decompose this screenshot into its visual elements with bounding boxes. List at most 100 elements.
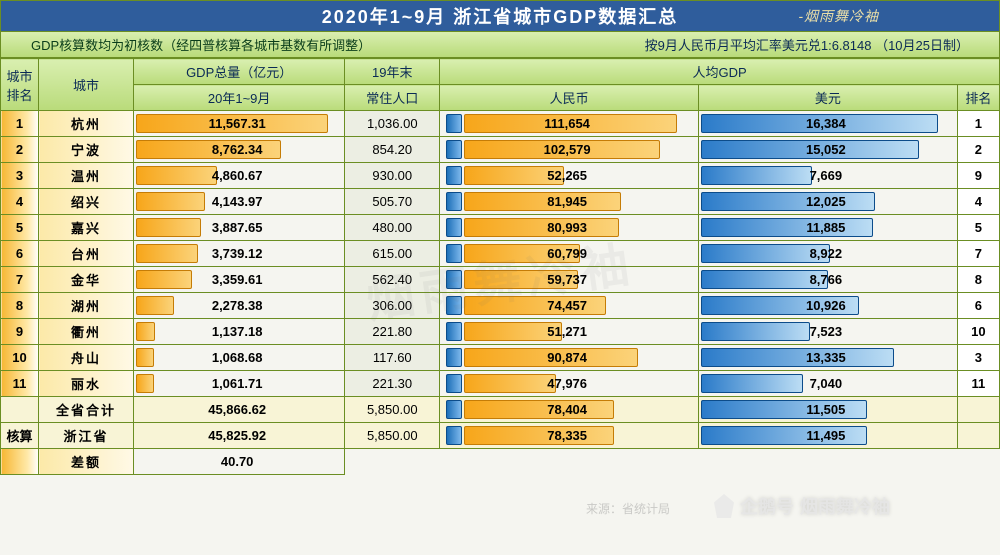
hdr-usd: 美元: [699, 85, 958, 111]
rmb-cell: 59,737: [440, 267, 699, 293]
pop-cell: 221.30: [345, 371, 440, 397]
hdr-pop-group: 19年末: [345, 59, 440, 85]
city-cell: 全省合计: [39, 397, 134, 423]
pcrank-cell: 5: [957, 215, 999, 241]
rmb-cell: 80,993: [440, 215, 699, 241]
rank-cell: 3: [1, 163, 39, 189]
city-cell: 衢州: [39, 319, 134, 345]
rmb-cell: 74,457: [440, 293, 699, 319]
pop-cell: 854.20: [345, 137, 440, 163]
table-row: 6台州3,739.12615.0060,7998,9227: [1, 241, 1000, 267]
penguin-icon: [714, 494, 734, 518]
report-container: 2020年1~9月 浙江省城市GDP数据汇总 -烟雨舞冷袖 GDP核算数均为初核…: [0, 0, 1000, 555]
city-cell: 湖州: [39, 293, 134, 319]
hdr-city: 城市: [39, 59, 134, 111]
usd-cell: 11,505: [699, 397, 958, 423]
source-note: 来源：省统计局: [586, 500, 670, 517]
gdp-cell: 2,278.38: [134, 293, 345, 319]
sub-left-note: GDP核算数均为初核数（经四普核算各城市基数有所调整）: [1, 35, 371, 54]
table-row: 9衢州1,137.18221.8051,2717,52310: [1, 319, 1000, 345]
pop-cell: 117.60: [345, 345, 440, 371]
usd-cell: 15,052: [699, 137, 958, 163]
rank-cell: [1, 397, 39, 423]
gdp-cell: 4,143.97: [134, 189, 345, 215]
pcrank-cell: 9: [957, 163, 999, 189]
usd-cell: 7,669: [699, 163, 958, 189]
rank-cell: 7: [1, 267, 39, 293]
city-cell: 宁波: [39, 137, 134, 163]
pop-cell: 5,850.00: [345, 423, 440, 449]
table-row: 8湖州2,278.38306.0074,45710,9266: [1, 293, 1000, 319]
rmb-cell: 78,404: [440, 397, 699, 423]
rmb-cell: 51,271: [440, 319, 699, 345]
gdp-cell: 3,887.65: [134, 215, 345, 241]
usd-cell: 11,885: [699, 215, 958, 241]
rank-cell: 10: [1, 345, 39, 371]
watermark-bottom-b: 烟雨舞冷袖: [800, 493, 890, 519]
pcrank-cell: 8: [957, 267, 999, 293]
gdp-cell: 45,825.92: [134, 423, 345, 449]
pop-cell: 5,850.00: [345, 397, 440, 423]
hdr-rank: 城市排名: [1, 59, 39, 111]
pop-cell: 480.00: [345, 215, 440, 241]
rmb-cell: 47,976: [440, 371, 699, 397]
rank-cell: 2: [1, 137, 39, 163]
table-row: 1杭州11,567.311,036.00111,65416,3841: [1, 111, 1000, 137]
rank-cell: 11: [1, 371, 39, 397]
hdr-gdp-col: 20年1~9月: [134, 85, 345, 111]
pcrank-cell: 10: [957, 319, 999, 345]
table-row: 4绍兴4,143.97505.7081,94512,0254: [1, 189, 1000, 215]
pcrank-cell: [957, 397, 999, 423]
hdr-gdp-group: GDP总量（亿元）: [134, 59, 345, 85]
pop-cell: 930.00: [345, 163, 440, 189]
gdp-cell: 8,762.34: [134, 137, 345, 163]
table-row: 3温州4,860.67930.0052,2657,6699: [1, 163, 1000, 189]
watermark-bottom-a: 企鹅号: [740, 493, 794, 519]
rmb-cell: 52,265: [440, 163, 699, 189]
table-head: 城市排名 城市 GDP总量（亿元） 19年末 人均GDP 20年1~9月 常住人…: [1, 59, 1000, 111]
table-row: 10舟山1,068.68117.6090,87413,3353: [1, 345, 1000, 371]
pop-cell: 615.00: [345, 241, 440, 267]
city-cell: 温州: [39, 163, 134, 189]
gdp-cell: 3,739.12: [134, 241, 345, 267]
usd-cell: 7,040: [699, 371, 958, 397]
rmb-cell: 102,579: [440, 137, 699, 163]
city-cell: 浙江省: [39, 423, 134, 449]
diff-row: 差额40.70: [1, 449, 1000, 475]
usd-cell: 8,766: [699, 267, 958, 293]
city-cell: 台州: [39, 241, 134, 267]
rank-cell: 核算: [1, 423, 39, 449]
table-row: 7金华3,359.61562.4059,7378,7668: [1, 267, 1000, 293]
pop-cell: 505.70: [345, 189, 440, 215]
table-row: 5嘉兴3,887.65480.0080,99311,8855: [1, 215, 1000, 241]
rank-cell: 1: [1, 111, 39, 137]
sub-header: GDP核算数均为初核数（经四普核算各城市基数有所调整） 按9月人民币月平均汇率美…: [0, 32, 1000, 58]
table-row: 11丽水1,061.71221.3047,9767,04011: [1, 371, 1000, 397]
rank-cell: [1, 449, 39, 475]
rank-cell: 4: [1, 189, 39, 215]
city-cell: 嘉兴: [39, 215, 134, 241]
sum-row: 全省合计45,866.625,850.0078,40411,505: [1, 397, 1000, 423]
pcrank-cell: 7: [957, 241, 999, 267]
city-cell: 绍兴: [39, 189, 134, 215]
audit-row: 核算浙江省45,825.925,850.0078,33511,495: [1, 423, 1000, 449]
gdp-table: 城市排名 城市 GDP总量（亿元） 19年末 人均GDP 20年1~9月 常住人…: [0, 58, 1000, 475]
pop-cell: 1,036.00: [345, 111, 440, 137]
pcrank-cell: 11: [957, 371, 999, 397]
gdp-cell: 3,359.61: [134, 267, 345, 293]
pcrank-cell: 2: [957, 137, 999, 163]
gdp-cell: 11,567.31: [134, 111, 345, 137]
city-cell: 丽水: [39, 371, 134, 397]
title-bar: 2020年1~9月 浙江省城市GDP数据汇总 -烟雨舞冷袖: [0, 0, 1000, 32]
city-cell: 杭州: [39, 111, 134, 137]
pcrank-cell: 4: [957, 189, 999, 215]
usd-cell: 8,922: [699, 241, 958, 267]
sub-right-note: 按9月人民币月平均汇率美元兑1:6.8148 （10月25日制）: [645, 35, 999, 54]
title-text: 2020年1~9月 浙江省城市GDP数据汇总: [322, 3, 679, 29]
hdr-pop-col: 常住人口: [345, 85, 440, 111]
watermark-bottom: 企鹅号 烟雨舞冷袖: [714, 493, 890, 519]
rmb-cell: 81,945: [440, 189, 699, 215]
pcrank-cell: 6: [957, 293, 999, 319]
pop-cell: 221.80: [345, 319, 440, 345]
usd-cell: 12,025: [699, 189, 958, 215]
